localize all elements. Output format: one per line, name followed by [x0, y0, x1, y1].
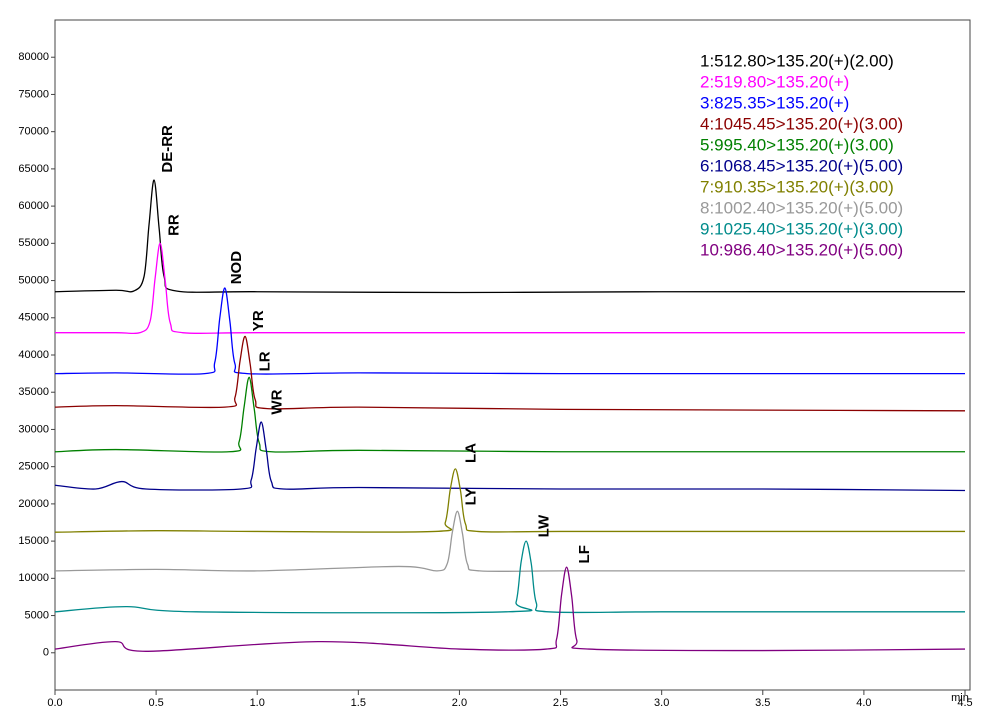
- y-tick-label: 45000: [18, 312, 49, 324]
- trace-line: [54, 468, 965, 533]
- y-tick-label: 70000: [18, 126, 49, 138]
- y-tick-label: 25000: [18, 461, 49, 473]
- trace-line: [54, 421, 966, 492]
- trace-line: [54, 376, 965, 453]
- x-tick-label: 1.0: [250, 697, 265, 709]
- peak-label: WR: [268, 389, 285, 414]
- y-tick-label: 20000: [18, 498, 49, 510]
- x-tick-label: 2.5: [553, 697, 568, 709]
- legend-entry: 8:1002.40>135.20(+)(5.00): [700, 198, 903, 217]
- trace-line: [54, 510, 965, 573]
- y-tick-label: 30000: [18, 423, 49, 435]
- y-tick-label: 75000: [18, 88, 49, 100]
- x-tick-label: 0.5: [148, 697, 163, 709]
- peak-label: YR: [250, 310, 267, 331]
- x-tick-label: 0.0: [47, 697, 62, 709]
- legend-entry: 3:825.35>135.20(+): [700, 93, 849, 112]
- x-tick-label: 4.0: [856, 697, 871, 709]
- y-tick-label: 80000: [18, 51, 49, 63]
- legend-entry: 9:1025.40>135.20(+)(3.00): [700, 219, 903, 238]
- peak-label: RR: [165, 214, 182, 236]
- peak-label: LR: [256, 351, 273, 371]
- y-tick-label: 60000: [18, 200, 49, 212]
- x-tick-label: 3.0: [654, 697, 669, 709]
- y-tick-label: 65000: [18, 163, 49, 175]
- x-axis-label: min: [951, 692, 969, 704]
- trace-line: [54, 287, 965, 375]
- x-tick-label: 3.5: [755, 697, 770, 709]
- legend-entry: 7:910.35>135.20(+)(3.00): [700, 177, 894, 196]
- trace-line: [54, 242, 965, 335]
- y-tick-label: 0: [43, 647, 49, 659]
- y-tick-label: 5000: [25, 609, 49, 621]
- y-tick-label: 10000: [18, 572, 49, 584]
- peak-label: LA: [463, 443, 480, 463]
- peak-label: LY: [463, 488, 480, 506]
- y-tick-label: 40000: [18, 349, 49, 361]
- legend-entry: 6:1068.45>135.20(+)(5.00): [700, 156, 903, 175]
- peak-label: NOD: [228, 251, 245, 285]
- legend-entry: 4:1045.45>135.20(+)(3.00): [700, 114, 903, 133]
- trace-line: [54, 540, 965, 614]
- legend-entry: 2:519.80>135.20(+): [700, 72, 849, 91]
- y-tick-label: 35000: [18, 386, 49, 398]
- peak-label: DE-RR: [159, 125, 176, 173]
- y-tick-label: 50000: [18, 274, 49, 286]
- legend-entry: 1:512.80>135.20(+)(2.00): [700, 51, 894, 70]
- x-tick-label: 1.5: [351, 697, 366, 709]
- trace-line: [54, 335, 966, 412]
- x-tick-label: 4.5: [957, 697, 972, 709]
- x-tick-label: 2.0: [452, 697, 467, 709]
- legend-entry: 5:995.40>135.20(+)(3.00): [700, 135, 894, 154]
- y-tick-label: 15000: [18, 535, 49, 547]
- peak-label: LW: [535, 514, 552, 537]
- peak-label: LF: [576, 545, 593, 563]
- trace-line: [54, 566, 966, 652]
- y-tick-label: 55000: [18, 237, 49, 249]
- legend-entry: 10:986.40>135.20(+)(5.00): [700, 240, 903, 259]
